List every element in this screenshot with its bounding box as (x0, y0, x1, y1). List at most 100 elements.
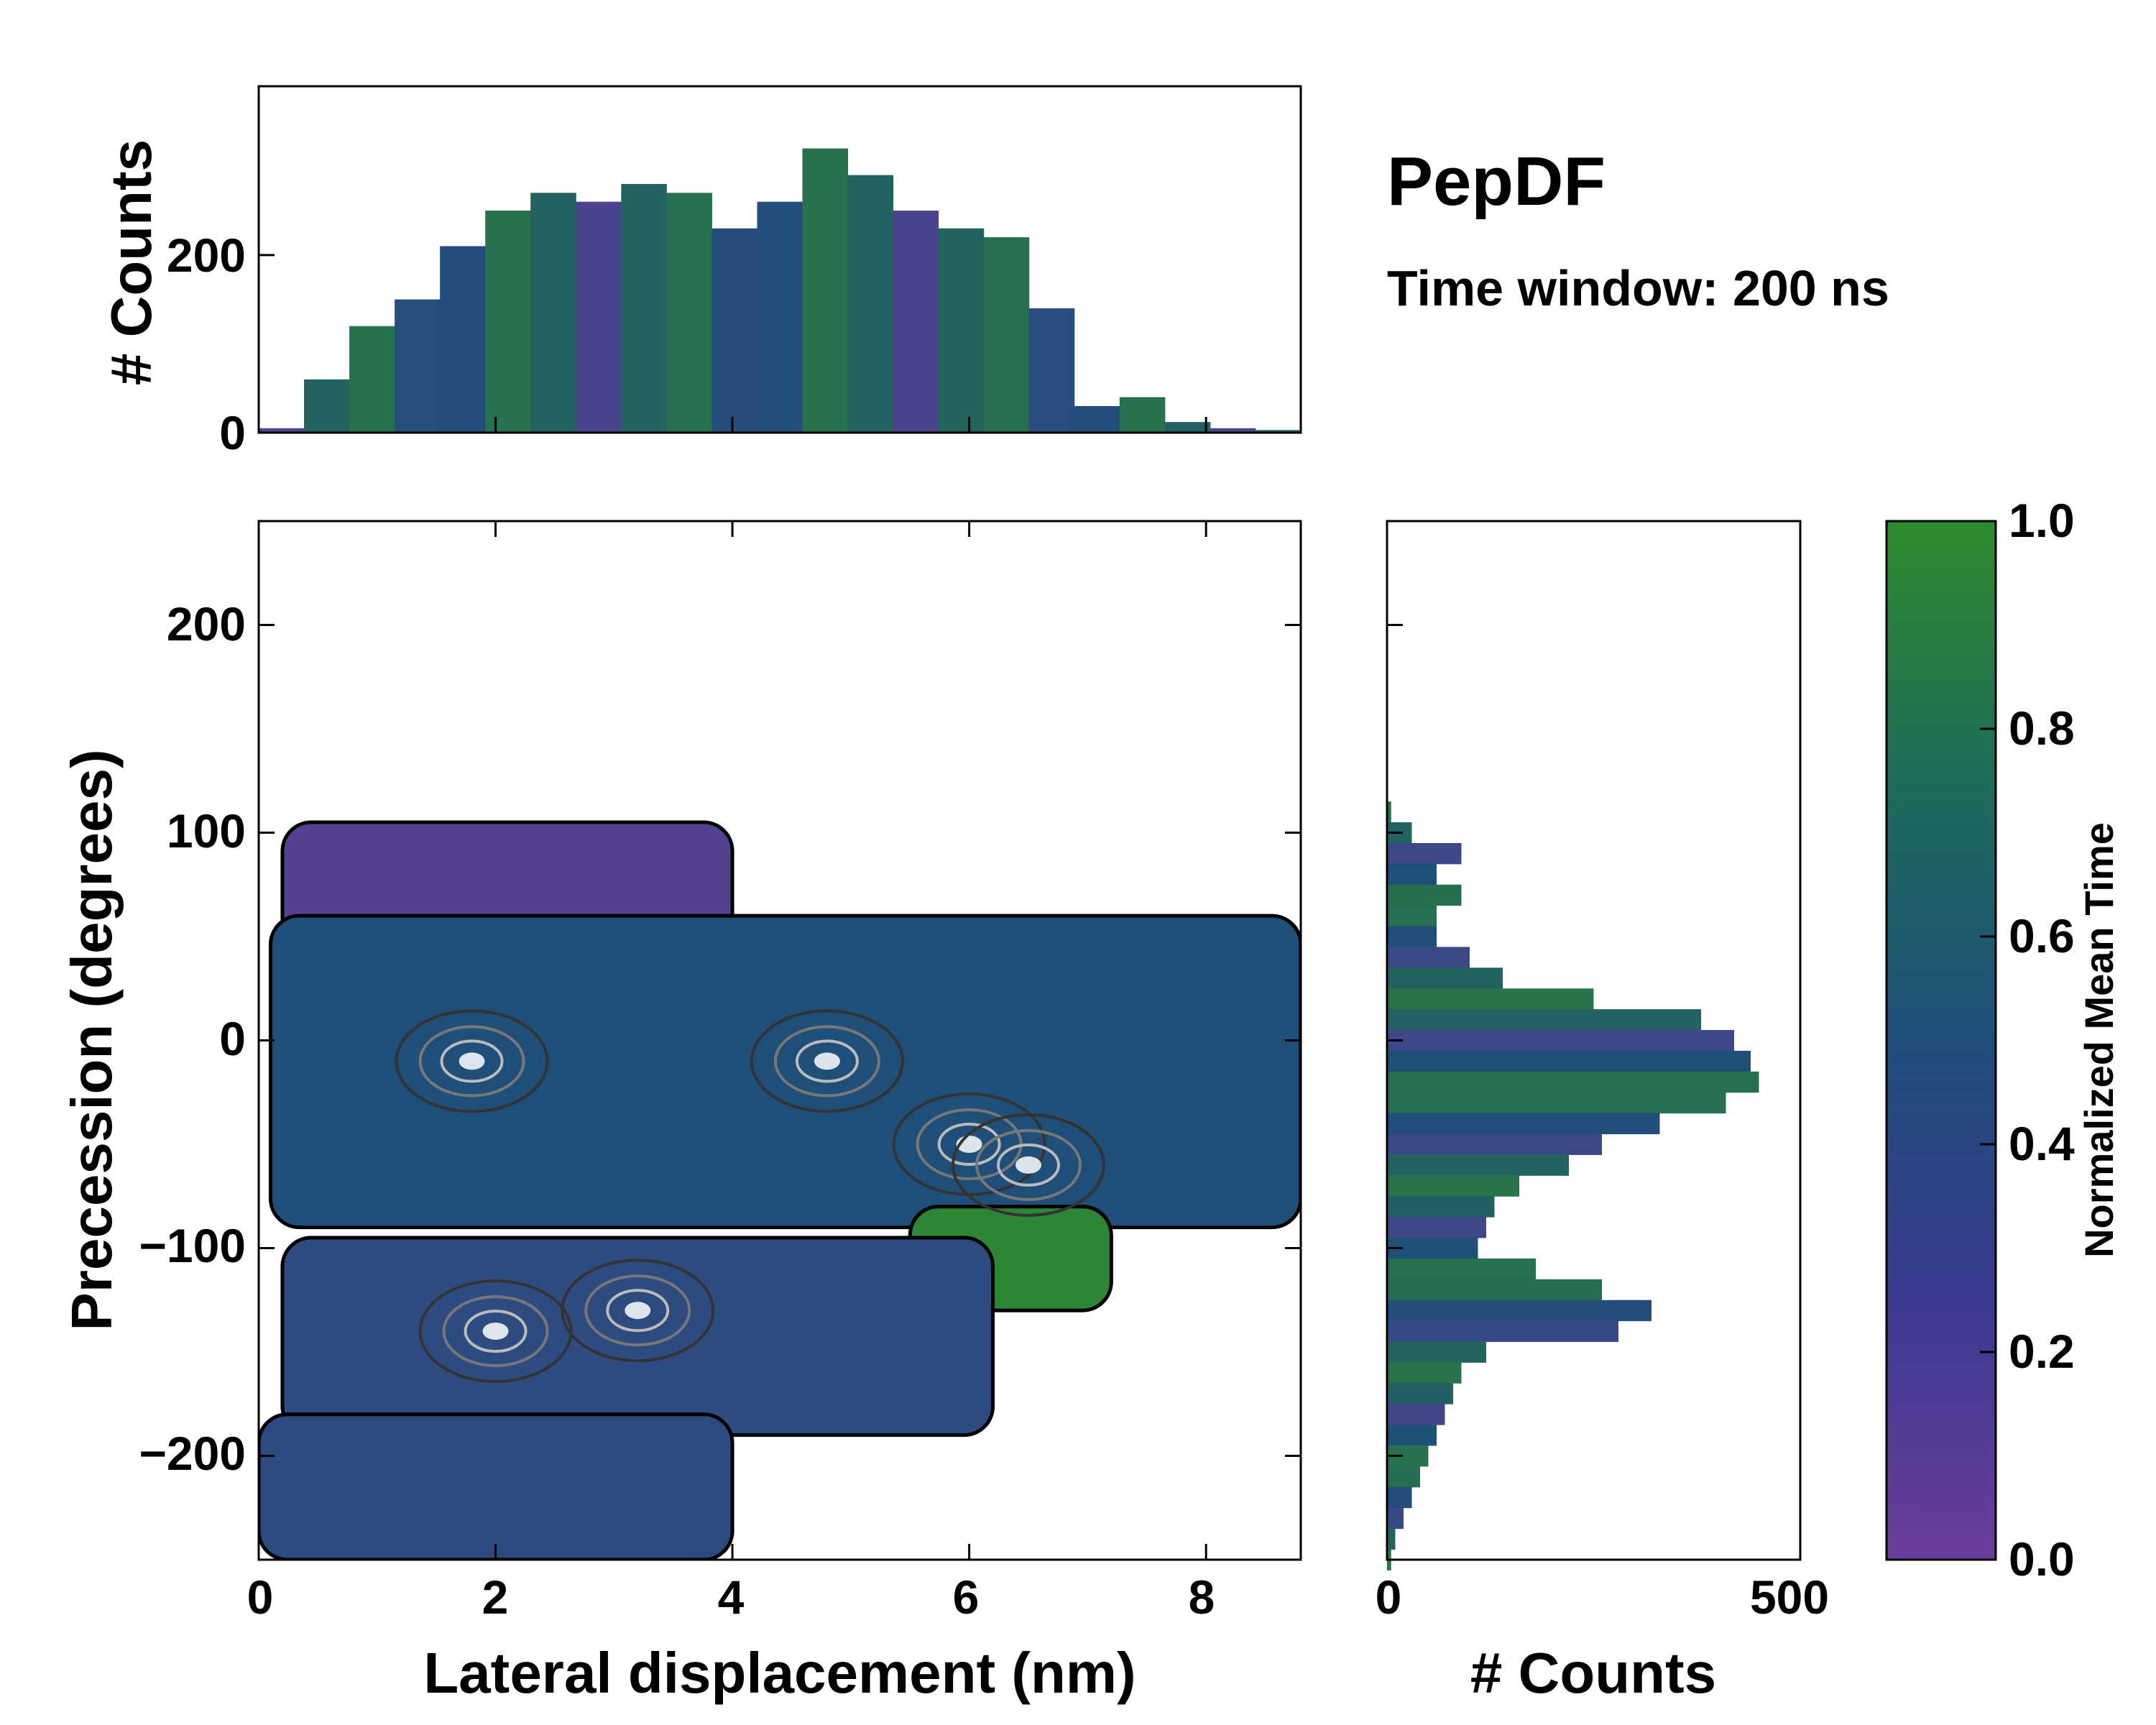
colorbar-tick-label-0: 0.0 (2009, 1532, 2075, 1586)
right-bar-19 (1387, 1196, 1495, 1218)
top-bar-11 (757, 201, 803, 433)
top-ytick-label-0: 0 (219, 406, 246, 459)
colorbar-tick-label-3: 0.6 (2009, 909, 2075, 962)
heatmap-region-3 (280, 1236, 995, 1438)
main-xtick-label-0: 0 (247, 1570, 274, 1624)
right-bar-14 (1387, 1092, 1726, 1114)
top-bar-0 (259, 428, 305, 433)
density-contour-0-0 (750, 1009, 904, 1113)
chart-title: PepDF (1387, 143, 1606, 220)
colorbar-ticks (1980, 520, 1996, 1561)
right-bar-33 (1387, 1486, 1412, 1509)
top-bar-13 (847, 175, 894, 433)
right-bar-29 (1387, 1404, 1445, 1425)
colorbar-tick-label-1: 0.2 (2009, 1325, 2075, 1378)
density-contour-4-0 (561, 1259, 715, 1363)
right-bar-28 (1387, 1383, 1453, 1404)
right-bar-32 (1387, 1466, 1420, 1488)
top-histogram: 0 200 # Counts (99, 85, 1302, 459)
top-histogram-ylabel: # Counts (99, 139, 163, 385)
density-contour-2-2 (464, 1310, 528, 1353)
right-bar-16 (1387, 1133, 1602, 1155)
top-bar-12 (802, 148, 849, 433)
main-xtick-label-3: 6 (953, 1570, 980, 1624)
right-bar-10 (1387, 1009, 1701, 1031)
main-xtick-label-1: 2 (482, 1570, 509, 1624)
right-bar-11 (1387, 1030, 1734, 1052)
right-bar-4 (1387, 884, 1462, 906)
top-bar-1 (304, 379, 350, 433)
right-histogram: 0 500 # Counts (1376, 520, 1829, 1705)
top-bar-6 (530, 193, 576, 433)
right-bar-23 (1387, 1279, 1602, 1301)
main-ylabel: Precession (degrees) (60, 749, 124, 1330)
right-bar-30 (1387, 1425, 1437, 1446)
density-contour-2-1 (442, 1295, 549, 1368)
main-xtick-label-2: 4 (718, 1570, 745, 1624)
right-bar-15 (1387, 1113, 1660, 1135)
main-ytick-label-0: −200 (139, 1427, 246, 1480)
top-bar-14 (893, 211, 939, 433)
density-contour-0-1 (773, 1025, 880, 1098)
density-peak-0 (814, 1052, 840, 1070)
right-histogram-xlabel: # Counts (1470, 1641, 1716, 1705)
main-xlabel: Lateral displacement (nm) (423, 1641, 1135, 1705)
top-bar-15 (938, 228, 985, 433)
chart-subtitle: Time window: 200 ns (1387, 260, 1889, 316)
right-bar-18 (1387, 1175, 1519, 1197)
main-ytick-label-1: −100 (139, 1219, 246, 1272)
top-bar-18 (1074, 405, 1120, 433)
right-bar-12 (1387, 1050, 1751, 1072)
right-bar-5 (1387, 905, 1437, 927)
right-bar-9 (1387, 988, 1594, 1010)
top-bar-16 (983, 237, 1030, 433)
right-bar-27 (1387, 1362, 1462, 1384)
top-bar-10 (711, 228, 757, 433)
right-bar-35 (1387, 1528, 1396, 1550)
colorbar-tick-label-5: 1.0 (2009, 494, 2075, 547)
top-bar-8 (621, 183, 667, 433)
right-xtick-label-0: 0 (1376, 1570, 1402, 1624)
right-bar-24 (1387, 1300, 1651, 1322)
top-bar-4 (440, 246, 486, 433)
top-bar-5 (485, 211, 531, 433)
right-bar-20 (1387, 1217, 1486, 1238)
right-bar-13 (1387, 1071, 1759, 1093)
density-contour-5-0 (952, 1113, 1106, 1217)
top-bar-22 (1255, 430, 1302, 433)
right-bar-7 (1387, 947, 1470, 968)
main-ytick-label-2: 0 (219, 1012, 246, 1065)
density-contour-5-1 (975, 1128, 1082, 1201)
top-bar-17 (1028, 308, 1075, 433)
right-bar-22 (1387, 1258, 1536, 1280)
main-ytick-label-3: 100 (167, 804, 246, 857)
top-bar-19 (1119, 397, 1166, 433)
right-xtick-label-1: 500 (1750, 1570, 1829, 1624)
main-ticks (257, 521, 1301, 1560)
density-contour-4-1 (584, 1274, 691, 1347)
colorbar: 0.0 0.2 0.4 0.6 0.8 1.0 Normalized Mean … (1885, 494, 2122, 1586)
main-ytick-label-4: 200 (167, 597, 246, 650)
top-histogram-bars (259, 148, 1302, 433)
right-bar-6 (1387, 926, 1437, 947)
top-histogram-ticks (257, 254, 1207, 434)
right-histogram-bars (1387, 801, 1759, 1570)
right-bar-26 (1387, 1341, 1486, 1363)
main-xtick-label-4: 8 (1189, 1570, 1215, 1624)
density-peak-5 (1015, 1156, 1042, 1174)
top-bar-9 (666, 193, 712, 433)
density-contour-0-2 (795, 1039, 859, 1083)
top-bar-21 (1210, 428, 1256, 433)
top-bar-3 (395, 299, 441, 433)
density-peak-3 (459, 1052, 485, 1070)
right-bar-3 (1387, 863, 1437, 886)
top-bar-20 (1164, 422, 1211, 433)
right-bar-34 (1387, 1507, 1404, 1530)
heatmap-region-4 (259, 1412, 734, 1560)
top-ytick-label-1: 200 (167, 229, 246, 282)
right-bar-2 (1387, 842, 1462, 865)
density-peaks (395, 1009, 1106, 1384)
density-contour-5-2 (997, 1143, 1061, 1187)
right-bar-25 (1387, 1320, 1618, 1343)
